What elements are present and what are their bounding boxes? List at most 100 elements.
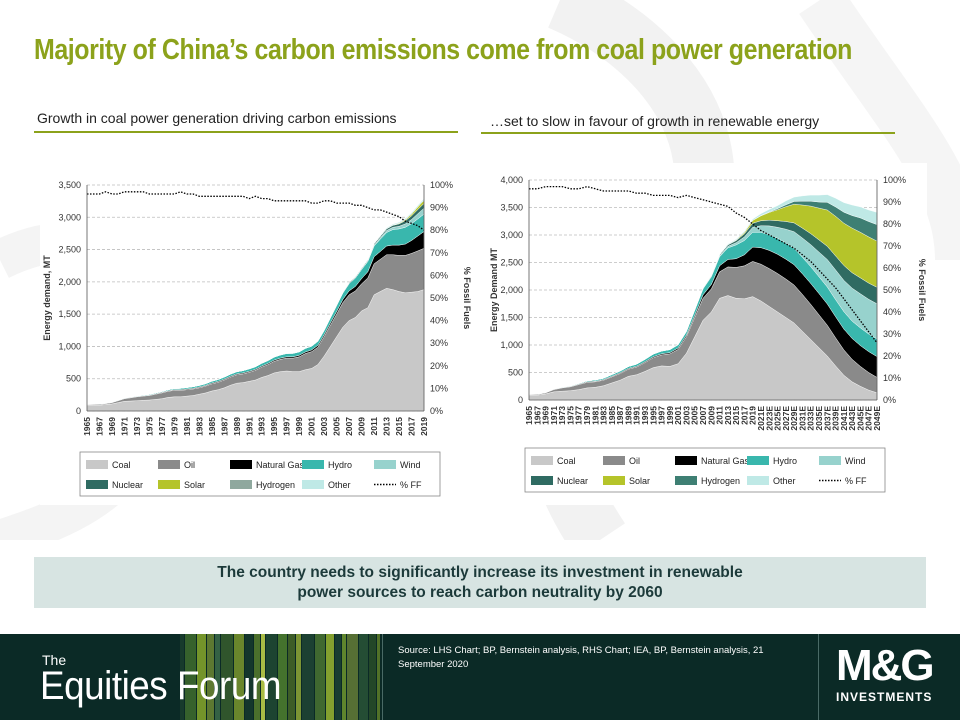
x-tick-label: 2015 — [731, 406, 741, 425]
x-tick-label: 2005 — [690, 406, 700, 425]
y-tick-label: 1,500 — [500, 313, 523, 323]
x-tick-label: 1981 — [182, 417, 192, 436]
footer-stripe — [180, 634, 184, 720]
x-tick-label: 2013 — [723, 406, 733, 425]
x-tick-label: 2023E — [764, 406, 774, 431]
y2-tick-label: 30% — [430, 338, 448, 348]
right-chart-panel: 0 500 1,000 1,500 2,000 2,500 3,000 3,500 4,000 0… — [489, 163, 927, 505]
y-tick-label: 3,500 — [500, 203, 523, 213]
x-tick-label: 1987 — [219, 417, 229, 436]
y-tick-label: 500 — [66, 374, 81, 384]
x-tick-label: 1997 — [282, 417, 292, 436]
footer-stripe — [197, 634, 206, 720]
legend-swatch — [747, 476, 769, 485]
x-tick-label: 1981 — [590, 406, 600, 425]
line-series-fossil-fuel-share — [87, 191, 425, 231]
legend-box — [524, 447, 886, 493]
x-tick-label: 2017 — [407, 417, 417, 436]
footer-stripe — [347, 634, 358, 720]
legend-swatch — [302, 460, 324, 469]
y2-tick-label: 90% — [883, 197, 901, 207]
legend-swatch — [86, 460, 108, 469]
x-tick-label: 2029E — [789, 406, 799, 431]
footer-stripe — [278, 634, 287, 720]
x-tick-label: 1993 — [640, 406, 650, 425]
x-tick-label: 1991 — [632, 406, 642, 425]
x-tick-label: 1999 — [665, 406, 675, 425]
x-tick-label: 1975 — [144, 417, 154, 436]
x-tick-label: 2019 — [419, 417, 429, 436]
x-tick-label: 1969 — [541, 406, 551, 425]
legend-swatch — [302, 480, 324, 489]
x-tick-label: 1979 — [582, 406, 592, 425]
legend-label: Hydro — [773, 456, 797, 466]
x-tick-label: 1979 — [169, 417, 179, 436]
footer-stripe — [377, 634, 380, 720]
legend-label: Solar — [184, 480, 205, 490]
x-tick-label: 2003 — [319, 417, 329, 436]
page-title: Majority of China’s carbon emissions com… — [34, 34, 852, 66]
area-series-coal — [86, 288, 425, 412]
mg-investments-logo: M&G INVESTMENTS — [836, 644, 948, 712]
y-axis-title: Energy Demand MT — [489, 247, 499, 332]
y2-tick-label: 90% — [430, 203, 448, 213]
x-tick-label: 2049E — [872, 406, 882, 431]
x-tick-label: 1969 — [107, 417, 117, 436]
footer-stripes — [180, 634, 380, 720]
x-tick-label: 2001 — [307, 417, 317, 436]
footer-stripe — [302, 634, 314, 720]
y-tick-label: 2,000 — [500, 285, 523, 295]
brand-prefix: The — [42, 652, 67, 668]
footer-stripe — [245, 634, 253, 720]
x-tick-label: 2011 — [715, 406, 725, 425]
left-subtitle-underline — [34, 131, 458, 133]
footer-stripe — [261, 634, 265, 720]
legend-swatch — [603, 476, 625, 485]
footer-stripe — [335, 634, 341, 720]
x-tick-label: 2005 — [332, 417, 342, 436]
footer-stripe — [359, 634, 368, 720]
x-tick-label: 2043E — [847, 406, 857, 431]
legend-label: Coal — [557, 456, 576, 466]
legend-label: % FF — [400, 480, 422, 490]
footer-stripe — [207, 634, 214, 720]
y-tick-label: 0 — [76, 406, 81, 416]
x-tick-label: 2007 — [344, 417, 354, 436]
legend-label: % FF — [845, 476, 867, 486]
x-tick-label: 1989 — [623, 406, 633, 425]
y-axis-title: Energy demand, MT — [42, 255, 52, 341]
x-tick-label: 2011 — [369, 417, 379, 436]
y-tick-label: 0 — [518, 395, 523, 405]
legend-label: Hydro — [328, 460, 352, 470]
callout-line-1: The country needs to significantly incre… — [217, 564, 743, 581]
footer-stripe — [315, 634, 325, 720]
y2-tick-label: 40% — [430, 316, 448, 326]
y2-tick-label: 50% — [883, 285, 901, 295]
x-tick-label: 2017 — [739, 406, 749, 425]
x-tick-label: 1973 — [557, 406, 567, 425]
y-tick-label: 500 — [508, 368, 523, 378]
right-subtitle-underline — [481, 132, 895, 134]
footer-stripe — [221, 634, 233, 720]
key-message-callout: The country needs to significantly incre… — [34, 557, 926, 608]
y-tick-label: 2,000 — [58, 277, 81, 287]
legend-label: Hydrogen — [256, 480, 295, 490]
legend-label: Nuclear — [557, 476, 588, 486]
legend-label: Solar — [629, 476, 650, 486]
legend-swatch — [675, 456, 697, 465]
x-tick-label: 1967 — [94, 417, 104, 436]
x-tick-label: 1991 — [244, 417, 254, 436]
y-tick-label: 3,000 — [500, 230, 523, 240]
y-tick-label: 2,500 — [58, 245, 81, 255]
x-tick-label: 2013 — [382, 417, 392, 436]
y2-tick-label: 30% — [883, 329, 901, 339]
legend-swatch — [531, 476, 553, 485]
x-tick-label: 2027E — [781, 406, 791, 431]
x-tick-label: 2003 — [681, 406, 691, 425]
x-tick-label: 1973 — [132, 417, 142, 436]
legend-label: Natural Gas — [701, 456, 750, 466]
legend-swatch — [675, 476, 697, 485]
legend-swatch — [230, 480, 252, 489]
footer-divider-left — [382, 634, 383, 720]
x-tick-label: 1985 — [607, 406, 617, 425]
